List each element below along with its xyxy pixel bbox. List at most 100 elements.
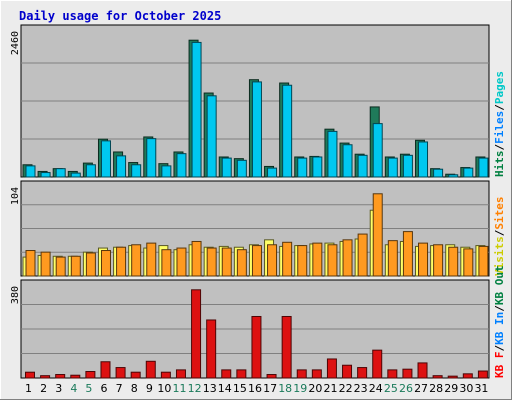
bar-files-day-24 (372, 123, 383, 178)
day-label-11: 11 (173, 382, 187, 395)
bar-kb-f-day-12 (191, 289, 202, 379)
day-label-13: 13 (203, 382, 217, 395)
bar-kb-f-day-25 (387, 369, 398, 379)
bar-kb-f-day-18 (281, 315, 292, 379)
day-label-15: 15 (233, 382, 247, 395)
bar-sites-day-25 (387, 240, 398, 277)
bar-files-day-7 (116, 155, 127, 178)
bar-sites-day-11 (176, 247, 187, 277)
day-label-24: 24 (369, 382, 383, 395)
bar-kb-f-day-27 (417, 362, 428, 379)
bar-files-day-17 (267, 167, 278, 178)
bar-sites-day-22 (342, 239, 353, 277)
bar-kb-f-day-31 (477, 370, 488, 379)
bar-kb-f-day-17 (266, 374, 277, 379)
bar-kb-f-day-30 (462, 373, 473, 379)
bar-files-day-27 (418, 141, 429, 178)
bar-sites-day-26 (402, 231, 413, 277)
bar-kb-f-day-9 (145, 360, 156, 379)
bar-kb-f-day-11 (175, 369, 186, 379)
day-label-30: 30 (459, 382, 473, 395)
bar-files-day-28 (433, 168, 444, 178)
bar-sites-day-27 (418, 242, 429, 277)
legend-entry-middle-2: Sites (493, 197, 506, 230)
day-label-9: 9 (146, 382, 153, 395)
day-label-4: 4 (70, 382, 77, 395)
bar-files-day-15 (236, 159, 247, 178)
bar-sites-day-5 (85, 252, 96, 277)
day-label-27: 27 (414, 382, 428, 395)
legend-entry-top-2: Files (493, 111, 506, 144)
bar-sites-day-30 (463, 248, 474, 277)
bar-sites-day-18 (282, 241, 293, 277)
bar-sites-day-29 (448, 246, 459, 277)
legend-top: Hits/Files/Pages (493, 71, 506, 177)
legend-bottom: KB F/KB In/KB Out (493, 265, 506, 378)
bar-kb-f-day-20 (311, 369, 322, 379)
bar-sites-day-24 (372, 193, 383, 277)
legend-entry-middle-1: / (493, 229, 506, 236)
bar-files-day-31 (478, 157, 489, 178)
bar-files-day-29 (448, 174, 459, 178)
legend-entry-middle-0: Visits (493, 236, 506, 276)
bar-kb-f-day-29 (447, 375, 458, 379)
day-label-18: 18 (278, 382, 292, 395)
bar-files-day-11 (176, 153, 187, 178)
bar-sites-day-6 (100, 250, 111, 277)
legend-entry-bottom-4: KB Out (493, 265, 506, 305)
bar-kb-f-day-22 (342, 364, 353, 379)
day-label-5: 5 (85, 382, 92, 395)
bar-files-day-30 (463, 167, 474, 178)
bar-files-day-18 (282, 84, 293, 178)
bar-files-day-8 (131, 164, 142, 178)
bar-kb-f-day-26 (402, 368, 413, 379)
bar-kb-f-day-2 (40, 375, 51, 379)
bar-kb-f-day-6 (100, 361, 111, 379)
bar-files-day-25 (387, 157, 398, 178)
bar-kb-f-day-3 (55, 374, 66, 379)
bar-sites-day-23 (357, 233, 368, 277)
bar-sites-day-8 (131, 244, 142, 277)
legend-entry-bottom-2: KB In (493, 312, 506, 345)
bar-kb-f-day-19 (296, 369, 307, 379)
bar-sites-day-31 (478, 245, 489, 277)
bar-files-day-14 (221, 157, 232, 178)
bar-sites-day-9 (146, 242, 157, 277)
bar-sites-day-1 (25, 250, 36, 277)
day-label-14: 14 (218, 382, 232, 395)
bar-files-day-3 (55, 168, 66, 178)
ymax-label-middle: 104 (10, 187, 21, 205)
bar-kb-f-day-23 (357, 367, 368, 379)
bar-sites-day-21 (327, 244, 338, 277)
bar-kb-f-day-5 (85, 371, 96, 379)
bar-files-day-10 (161, 165, 172, 178)
bar-files-day-4 (70, 172, 81, 178)
ymax-label-top: 2460 (10, 31, 21, 55)
bar-sites-day-12 (191, 240, 202, 277)
bar-kb-f-day-21 (326, 358, 337, 379)
bar-kb-f-day-28 (432, 375, 443, 379)
day-label-21: 21 (323, 382, 337, 395)
day-label-23: 23 (354, 382, 368, 395)
bar-sites-day-7 (116, 246, 127, 277)
bar-sites-day-28 (433, 244, 444, 277)
bar-files-day-6 (100, 140, 111, 178)
bar-sites-day-17 (267, 244, 278, 277)
day-label-8: 8 (131, 382, 138, 395)
day-label-31: 31 (474, 382, 488, 395)
bar-kb-f-day-14 (221, 369, 232, 379)
bar-sites-day-19 (297, 245, 308, 277)
legend-entry-top-4: Pages (493, 71, 506, 104)
bar-sites-day-2 (40, 251, 51, 277)
bar-files-day-9 (146, 138, 157, 178)
bar-sites-day-4 (70, 255, 81, 277)
day-label-10: 10 (157, 382, 171, 395)
day-label-16: 16 (248, 382, 262, 395)
bar-files-day-19 (297, 157, 308, 178)
legend-entry-top-3: / (493, 104, 506, 111)
bar-kb-f-day-24 (372, 349, 383, 379)
bar-files-day-2 (40, 172, 51, 178)
bar-files-day-5 (85, 164, 96, 178)
bar-files-day-16 (251, 81, 262, 178)
